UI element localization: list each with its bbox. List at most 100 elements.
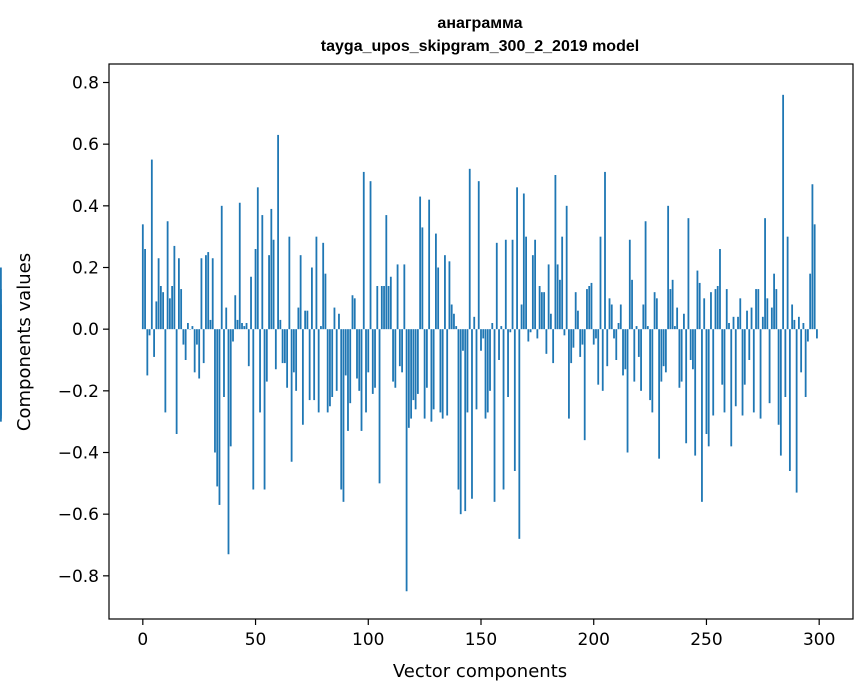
bar bbox=[159, 286, 162, 330]
bar bbox=[387, 286, 390, 330]
bar bbox=[755, 289, 757, 330]
bar bbox=[604, 171, 606, 330]
bar bbox=[428, 199, 431, 330]
bar bbox=[734, 329, 737, 407]
bar bbox=[522, 193, 525, 330]
bar bbox=[633, 329, 636, 382]
bar bbox=[423, 329, 426, 419]
bar bbox=[741, 329, 744, 416]
bar bbox=[462, 329, 464, 351]
bar bbox=[344, 329, 347, 376]
bar bbox=[376, 286, 379, 330]
bar bbox=[637, 329, 640, 357]
y-tick-label: −0.2 bbox=[58, 382, 99, 402]
bar bbox=[245, 323, 248, 330]
bar bbox=[694, 329, 697, 456]
x-tick-label: 0 bbox=[137, 630, 148, 650]
bar bbox=[419, 196, 422, 330]
bar bbox=[166, 221, 169, 330]
bar bbox=[396, 264, 399, 330]
bar bbox=[773, 273, 775, 330]
bar bbox=[775, 289, 778, 330]
bar bbox=[333, 307, 336, 330]
bar bbox=[437, 267, 440, 330]
bar bbox=[662, 329, 665, 367]
bar bbox=[279, 319, 282, 330]
bar bbox=[716, 286, 719, 330]
bar bbox=[811, 184, 814, 330]
bar bbox=[229, 329, 232, 447]
bar bbox=[579, 329, 582, 357]
bar bbox=[347, 329, 349, 431]
bar bbox=[531, 255, 534, 330]
bar bbox=[504, 239, 507, 330]
bar bbox=[628, 239, 631, 330]
bar bbox=[559, 279, 561, 330]
bar bbox=[304, 310, 307, 330]
bar bbox=[157, 258, 160, 330]
bar bbox=[696, 270, 699, 330]
bar bbox=[236, 319, 239, 330]
bar bbox=[802, 323, 805, 330]
bar bbox=[732, 316, 735, 330]
bar bbox=[608, 298, 611, 330]
bar bbox=[457, 329, 460, 490]
bar bbox=[795, 329, 798, 493]
bar bbox=[407, 329, 410, 428]
bar bbox=[750, 307, 753, 330]
bar bbox=[410, 329, 413, 419]
bar bbox=[513, 329, 516, 471]
bar bbox=[265, 329, 268, 382]
bar bbox=[193, 329, 196, 373]
bar bbox=[586, 289, 588, 330]
bar bbox=[529, 329, 532, 333]
bar bbox=[360, 329, 363, 431]
bar bbox=[536, 329, 539, 339]
bar bbox=[268, 255, 270, 330]
x-tick-label: 150 bbox=[465, 630, 497, 650]
bar bbox=[660, 329, 663, 382]
bar bbox=[748, 329, 751, 360]
bar bbox=[281, 329, 284, 364]
bar bbox=[308, 329, 311, 401]
bar bbox=[299, 255, 302, 330]
bar bbox=[211, 258, 214, 330]
x-tick-label: 50 bbox=[245, 630, 267, 650]
bar bbox=[356, 329, 358, 379]
bar bbox=[683, 313, 685, 330]
bar bbox=[766, 298, 769, 330]
bar bbox=[389, 276, 392, 330]
bar bbox=[631, 279, 633, 330]
bar bbox=[779, 329, 782, 456]
bar bbox=[597, 329, 600, 385]
bar bbox=[671, 279, 674, 330]
bar bbox=[430, 329, 433, 422]
bar bbox=[259, 329, 261, 413]
bar bbox=[673, 326, 676, 330]
bar bbox=[692, 329, 694, 370]
bar bbox=[804, 329, 807, 397]
bar bbox=[459, 329, 462, 515]
bar bbox=[816, 329, 818, 339]
x-tick-label: 100 bbox=[352, 630, 384, 650]
bar bbox=[398, 329, 401, 367]
bar bbox=[583, 329, 586, 441]
bar bbox=[800, 329, 803, 373]
bar bbox=[554, 175, 557, 330]
bar bbox=[565, 205, 568, 330]
bar bbox=[712, 329, 715, 416]
bar bbox=[349, 329, 352, 404]
bar bbox=[480, 329, 482, 351]
bar bbox=[290, 329, 293, 462]
bar bbox=[807, 329, 809, 342]
bar bbox=[561, 236, 564, 330]
bar bbox=[263, 329, 266, 490]
bar bbox=[220, 205, 223, 330]
bar bbox=[534, 239, 537, 330]
bar bbox=[362, 171, 365, 330]
bar bbox=[329, 329, 331, 407]
bar bbox=[705, 329, 708, 434]
bar bbox=[256, 187, 259, 330]
bar bbox=[274, 329, 277, 370]
